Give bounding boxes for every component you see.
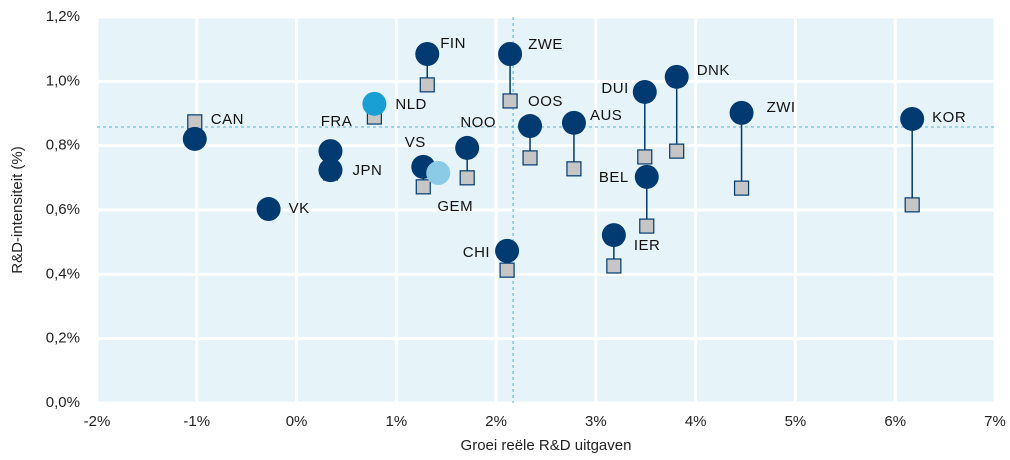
circle-marker <box>561 110 586 135</box>
point-label: BEL <box>599 169 629 186</box>
point-label: ZWI <box>767 99 796 116</box>
point-label: NLD <box>395 96 427 113</box>
circle-marker <box>256 197 281 222</box>
x-tick-label: -2% <box>84 413 111 430</box>
point-label: DNK <box>697 62 730 79</box>
point-label: IER <box>634 237 661 254</box>
y-axis-title: R&D-intensiteit (%) <box>9 146 26 274</box>
circle-marker <box>426 161 451 186</box>
point-label: GEM <box>437 198 473 215</box>
square-marker <box>904 197 920 213</box>
point-label: FIN <box>440 35 466 52</box>
circle-marker <box>729 100 754 125</box>
square-marker <box>187 114 203 130</box>
y-tick-label: 1,2% <box>46 8 80 25</box>
y-tick-label: 0,8% <box>46 137 80 154</box>
x-axis-title: Groei reële R&D uitgaven <box>461 437 632 454</box>
x-tick-label: 3% <box>585 413 607 430</box>
circle-marker <box>415 41 440 66</box>
x-tick-label: -1% <box>183 413 210 430</box>
circle-marker <box>182 126 207 151</box>
square-marker <box>639 218 655 234</box>
point-label: CAN <box>211 111 244 128</box>
point-label: AUS <box>590 107 622 124</box>
y-tick-label: 0,2% <box>46 330 80 347</box>
circle-marker <box>498 41 523 66</box>
x-tick-label: 5% <box>785 413 807 430</box>
y-tick-label: 0,4% <box>46 265 80 282</box>
circle-marker <box>318 139 343 164</box>
y-tick-label: 0,6% <box>46 201 80 218</box>
x-tick-label: 2% <box>485 413 507 430</box>
point-label: OOS <box>528 93 563 110</box>
circle-marker <box>634 164 659 189</box>
point-label: ZWE <box>528 36 563 53</box>
point-label: VK <box>289 200 310 217</box>
square-marker <box>499 262 515 278</box>
square-marker <box>733 180 750 196</box>
x-tick-label: 4% <box>685 413 707 430</box>
square-marker <box>459 170 475 186</box>
y-tick-label: 0,0% <box>46 394 80 411</box>
square-marker <box>502 93 518 109</box>
x-tick-label: 6% <box>884 413 906 430</box>
point-label: KOR <box>932 109 966 126</box>
point-label: DUI <box>601 80 628 97</box>
square-marker <box>606 258 622 274</box>
x-tick-label: 1% <box>385 413 407 430</box>
square-marker <box>415 179 431 195</box>
point-label: CHI <box>463 244 490 261</box>
circle-marker <box>362 91 387 116</box>
circle-marker <box>664 64 689 89</box>
circle-marker <box>601 223 626 248</box>
square-marker <box>419 77 435 93</box>
square-marker <box>566 161 582 177</box>
square-marker <box>637 149 653 165</box>
square-marker <box>669 143 685 159</box>
circle-marker <box>632 79 657 104</box>
y-tick-label: 1,0% <box>46 72 80 89</box>
square-marker <box>522 150 538 166</box>
point-label: FRA <box>321 113 353 130</box>
circle-marker <box>318 158 343 183</box>
point-label: NOO <box>460 114 496 131</box>
x-tick-label: 0% <box>286 413 308 430</box>
x-tick-label: 7% <box>984 413 1006 430</box>
circle-marker <box>495 238 520 263</box>
point-label: JPN <box>352 162 382 179</box>
circle-marker <box>455 135 480 160</box>
circle-marker <box>518 114 543 139</box>
point-label: VS <box>405 134 426 151</box>
circle-marker <box>900 106 925 131</box>
